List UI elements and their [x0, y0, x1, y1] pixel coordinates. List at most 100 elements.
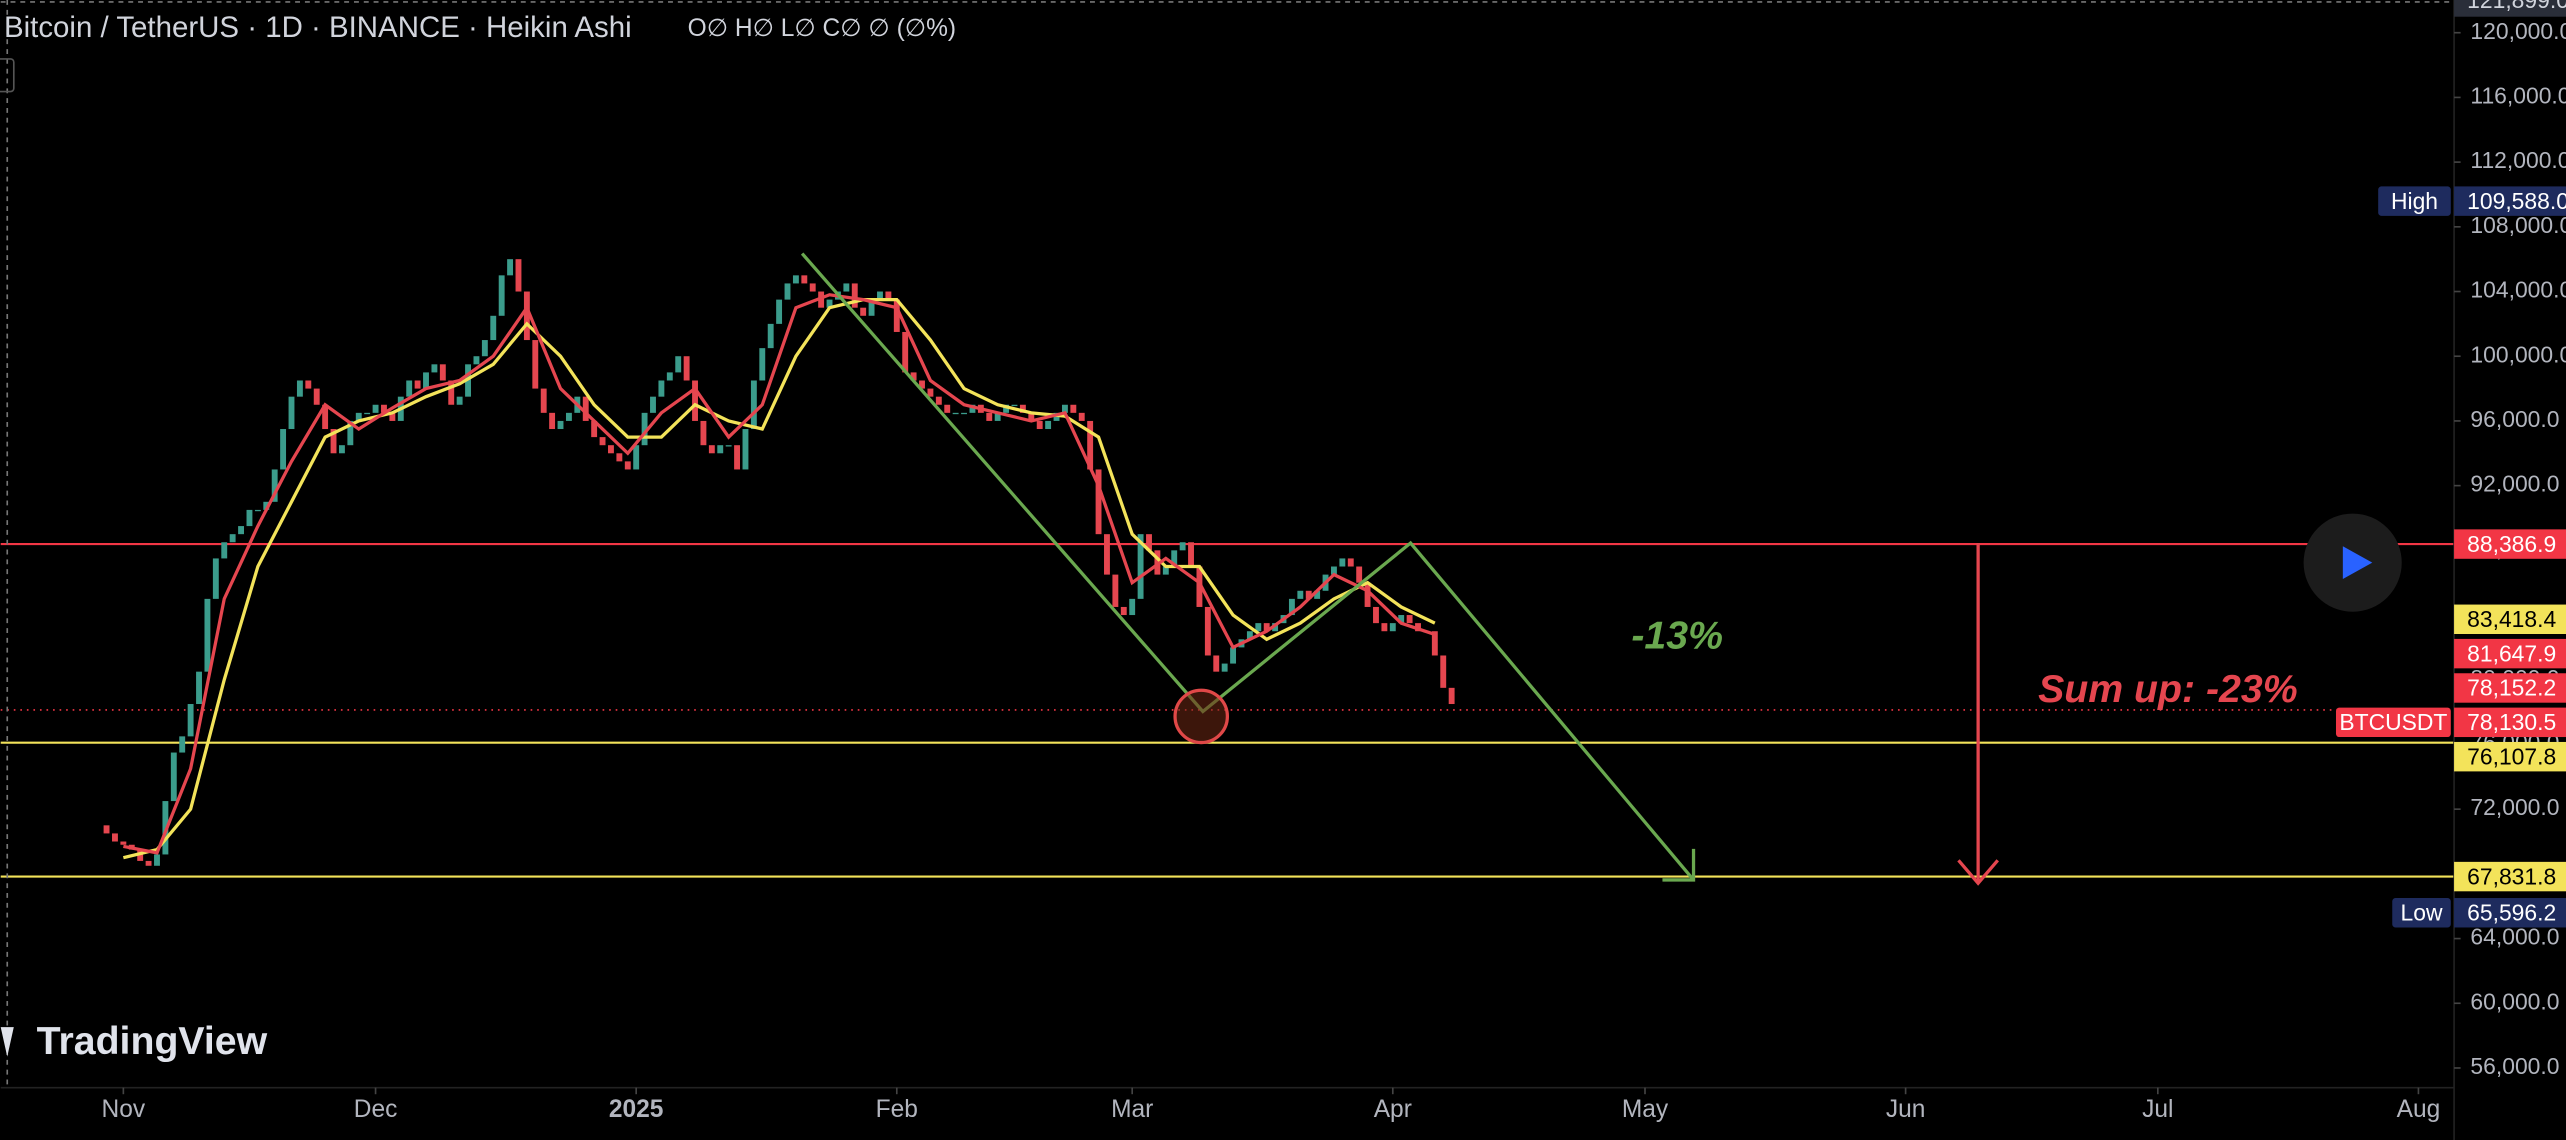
candle-body: [1019, 404, 1026, 413]
candle-body: [448, 380, 455, 405]
candle-body: [338, 445, 345, 454]
candle-body: [473, 356, 480, 365]
price-badge-label: 76,107.8: [2467, 743, 2556, 769]
candle-body: [776, 299, 783, 324]
candle-body: [792, 275, 799, 284]
candle-body: [582, 396, 589, 421]
y-tick-label: 60,000.0: [2470, 988, 2559, 1014]
candle-body: [591, 420, 598, 438]
candle-body: [1188, 542, 1194, 567]
candle-body: [851, 283, 858, 308]
y-tick-label: 92,000.0: [2470, 471, 2559, 497]
y-tick-label: 96,000.0: [2470, 406, 2559, 432]
price-badge-tag: [2392, 898, 2451, 928]
price-badge: [2454, 898, 2566, 928]
candle-body: [532, 340, 539, 389]
y-tick-label: 116,000.0: [2470, 82, 2566, 108]
y-tick-label: 112,000.0: [2470, 147, 2566, 173]
candle-body: [1339, 558, 1346, 567]
candle-body: [305, 380, 312, 389]
price-badge-tag: [2378, 186, 2451, 216]
candle-body: [910, 372, 917, 381]
candle-body: [406, 380, 413, 397]
candle-body: [170, 752, 177, 802]
candle-body: [877, 291, 883, 300]
candle-body: [1112, 574, 1119, 607]
moving-average: [122, 297, 1436, 860]
price-badge-tag-label: Low: [2401, 899, 2443, 925]
candle-body: [675, 356, 682, 373]
candle-body: [1255, 623, 1262, 632]
price-badge-label: 65,596.2: [2467, 899, 2556, 925]
candle-body: [187, 704, 194, 737]
x-tick-label: Aug: [2397, 1096, 2441, 1123]
candle-body: [599, 437, 606, 446]
crosshair-badge: [2454, 0, 2566, 17]
x-tick-label: Feb: [876, 1096, 918, 1123]
y-tick-label: 72,000.0: [2470, 794, 2559, 820]
candle-body: [658, 380, 665, 397]
candle-body: [1095, 469, 1102, 535]
candle-body: [296, 380, 303, 397]
candle-body: [229, 534, 236, 543]
candle-body: [1061, 404, 1068, 413]
candle-body: [826, 299, 833, 308]
price-badge: [2454, 186, 2566, 216]
candle-body: [641, 412, 648, 446]
candle-body: [355, 412, 362, 421]
candle-body: [784, 283, 791, 300]
candle-body: [725, 445, 732, 447]
candle-body: [624, 461, 631, 470]
candle-body: [490, 315, 497, 341]
price-badge: [2454, 741, 2566, 772]
moving-averages: [122, 293, 1436, 860]
candle-body: [1087, 420, 1094, 470]
candle-body: [1120, 606, 1127, 616]
trend-arrowhead: [1662, 848, 1696, 882]
price-badge-label: 67,831.8: [2467, 863, 2556, 889]
moving-average: [123, 293, 1436, 855]
candle-body: [364, 412, 371, 415]
candle-body: [212, 558, 219, 599]
candle-body: [1406, 615, 1413, 624]
candle-body: [1204, 606, 1211, 656]
candle-body: [1381, 623, 1388, 632]
y-tick-label: 104,000.0: [2470, 277, 2566, 303]
annotation: -13%: [1631, 613, 1723, 657]
price-badge-tag-label: BTCUSDT: [2339, 709, 2447, 735]
candle-body: [666, 372, 673, 381]
candle-body: [1230, 647, 1237, 664]
candle-body: [868, 299, 875, 316]
candle-body: [549, 412, 556, 430]
candle-body: [431, 364, 438, 373]
candle-body: [843, 283, 850, 292]
candle-body: [1356, 566, 1363, 583]
candle-body: [540, 388, 547, 413]
price-badge: [2454, 529, 2566, 559]
y-tick-label: 56,000.0: [2470, 1053, 2559, 1079]
candle-body: [1221, 663, 1228, 672]
price-badge-label: 78,152.2: [2467, 675, 2556, 701]
candle-body: [1078, 412, 1085, 421]
candle-body: [288, 396, 295, 430]
candle-body: [1003, 404, 1010, 413]
annotation: Sum up: -23%: [2038, 667, 2298, 711]
candle-body: [565, 412, 572, 421]
branding: TradingView: [37, 1019, 268, 1063]
x-tick-label: Nov: [102, 1096, 146, 1123]
candle-body: [439, 364, 446, 381]
y-tick-label: 120,000.0: [2470, 18, 2566, 44]
candle-body: [1129, 598, 1136, 616]
candle-body: [1398, 615, 1405, 624]
price-badge-tag: [2335, 707, 2451, 738]
candle-body: [507, 259, 514, 276]
candle-body: [498, 275, 505, 316]
candle-body: [1146, 534, 1152, 551]
candle-body: [389, 412, 396, 421]
logo-mark: [0, 1027, 14, 1057]
candle-body: [271, 469, 278, 502]
candle-body: [927, 388, 934, 397]
candle-body: [885, 291, 892, 300]
price-badge: [2454, 707, 2566, 738]
price-badge-label: 88,386.9: [2467, 531, 2556, 557]
